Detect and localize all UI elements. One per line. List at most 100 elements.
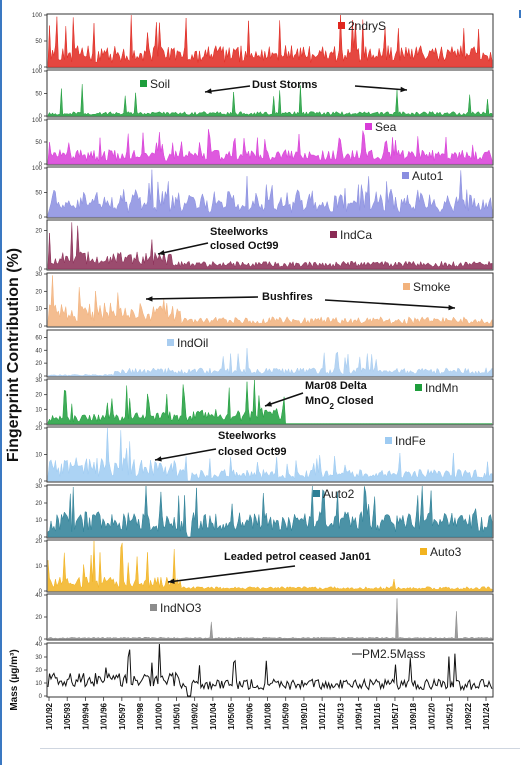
legend-label: Auto2	[323, 487, 355, 501]
series-area-auto1	[47, 169, 493, 218]
x-tick-label: 1/05/05	[227, 702, 236, 729]
x-tick-label: 1/05/97	[118, 702, 127, 729]
y-tick-label: 50	[35, 39, 42, 45]
y-tick-label: 0	[39, 267, 43, 273]
arrow-head	[448, 304, 455, 311]
y-tick-label: 100	[32, 13, 43, 19]
y-tick-label: 10	[35, 407, 42, 413]
annotation-arrow	[145, 296, 259, 300]
y-tick-label: 0	[39, 215, 43, 221]
x-tick-label: 1/05/09	[282, 702, 291, 729]
y-tick-label: 100	[32, 69, 43, 75]
x-tick-label: 1/05/01	[172, 702, 181, 729]
annotation-5: Steelworks closed Oct99	[154, 430, 286, 462]
y-tick-label: 20	[35, 615, 42, 621]
y-tick-label: 10	[35, 307, 42, 313]
annotation-1: Dust Storms	[204, 79, 408, 94]
annotation-3: Bushfires	[145, 291, 456, 311]
x-tick-label: 1/09/06	[245, 702, 254, 729]
y-tick-label: 20	[35, 289, 42, 295]
x-tick-label: 1/01/16	[373, 702, 382, 729]
y-tick-label: 20	[35, 229, 42, 235]
y-tick-label: 50	[35, 191, 42, 197]
series-area-indno3	[47, 598, 493, 640]
series-area-auto3	[47, 540, 493, 592]
mass-axis-label: Mass (µg/m³)	[9, 649, 20, 710]
annotation-arrow	[354, 85, 408, 91]
legend-label: IndNO3	[160, 601, 202, 615]
x-tick-label: 1/09/10	[300, 702, 309, 729]
annotation-text: Mar08 Delta	[305, 380, 368, 392]
series-area-smoke	[47, 275, 493, 327]
legend-swatch	[338, 22, 345, 29]
panel-frame	[46, 272, 494, 328]
y-tick-label: 0	[39, 694, 43, 700]
window-left-edge	[0, 0, 2, 765]
y-tick-label: 40	[35, 642, 42, 648]
chart-annotations: Dust Storms Steelworks closed Oct99 Bushfir…	[145, 79, 456, 584]
annotation-text: MnO2 Closed	[305, 395, 374, 411]
legend-swatch	[150, 604, 157, 611]
panel-indoil: 0 20 40 60 IndOil	[35, 329, 494, 380]
annotation-text: Dust Storms	[252, 79, 317, 91]
x-tick-label: 1/09/18	[409, 702, 418, 729]
panel-auto2: 0 10 20 30 Auto2	[35, 484, 494, 541]
legend-swatch	[385, 437, 392, 444]
y-tick-label: 60	[35, 335, 42, 341]
arrow-head	[400, 86, 407, 93]
y-tick-label: 100	[32, 118, 43, 124]
y-tick-label: 0	[39, 324, 43, 330]
panel-indno3: 0 20 40 IndNO3	[35, 593, 494, 643]
legend-label: PM2.5Mass	[362, 647, 425, 661]
x-tick-label: 1/01/00	[154, 702, 163, 729]
annotation-arrow	[154, 448, 217, 461]
series-area-sea	[47, 129, 493, 165]
x-tick-label: 1/09/22	[464, 702, 473, 729]
y-tick-label: 40	[35, 348, 42, 354]
annotation-text: closed Oct99	[210, 240, 278, 252]
x-tick-label: 1/01/04	[209, 702, 218, 729]
y-axis-label: Fingerprint Contribution (%)	[5, 248, 22, 462]
annotation-4: Mar08 Delta MnO2 Closed	[264, 380, 374, 411]
y-tick-label: 30	[35, 655, 42, 661]
y-tick-label: 10	[35, 681, 42, 687]
y-tick-label: 30	[35, 484, 42, 490]
y-tick-label: 0	[39, 65, 43, 71]
legend-swatch	[420, 548, 427, 555]
x-tick-label: 1/01/92	[45, 702, 54, 729]
series-area-indoil	[47, 348, 493, 377]
x-tick-label: 1/09/02	[191, 702, 200, 729]
panel-indca: 0 20 IndCa	[35, 219, 494, 273]
arrow-head	[265, 401, 272, 407]
y-tick-label: 20	[35, 393, 42, 399]
panel-frame	[46, 642, 494, 698]
x-tick-label: 1/01/24	[482, 702, 491, 729]
panel-frame	[46, 593, 494, 641]
x-tick-label: 1/09/14	[355, 702, 364, 729]
legend-swatch	[167, 339, 174, 346]
x-tick-label: 1/05/93	[63, 702, 72, 729]
panel-2ndrys: 0 50 100 2ndryS	[32, 13, 494, 71]
legend-label: Smoke	[413, 280, 451, 294]
arrow-head	[155, 456, 162, 462]
y-tick-label: 20	[35, 539, 42, 545]
legend-swatch	[365, 123, 372, 130]
y-tick-label: 0	[39, 589, 43, 595]
x-tick-label: 1/09/94	[81, 702, 90, 729]
y-tick-label: 0	[39, 422, 43, 428]
arrow-head	[158, 250, 165, 256]
annotation-arrow	[324, 299, 456, 309]
series-area-soil	[47, 84, 493, 117]
x-tick-label: 1/05/13	[336, 702, 345, 729]
y-tick-label: 0	[39, 374, 43, 380]
y-tick-label: 30	[35, 272, 42, 278]
y-tick-label: 10	[35, 564, 42, 570]
y-tick-label: 0	[39, 162, 43, 168]
annotation-text: Bushfires	[262, 291, 313, 303]
x-tick-label: 1/09/98	[136, 702, 145, 729]
panel-sea: 0 50 100 Sea	[32, 118, 494, 168]
legend-label: IndFe	[395, 434, 426, 448]
annotation-arrow	[204, 85, 251, 93]
legend-swatch	[415, 384, 422, 391]
